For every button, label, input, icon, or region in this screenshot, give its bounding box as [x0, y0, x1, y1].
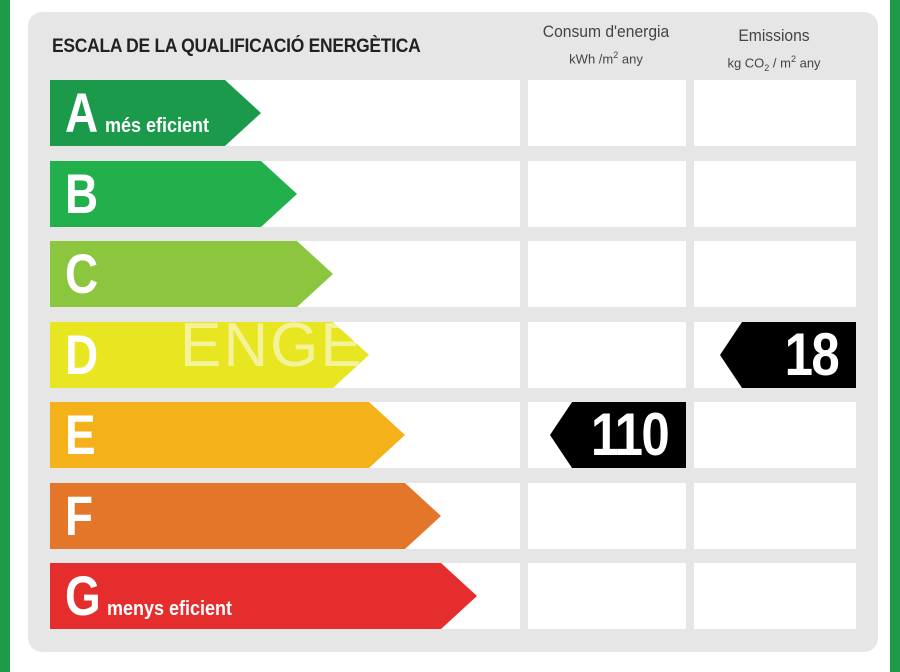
rating-row-c: C — [50, 241, 856, 307]
label-title: ESCALA DE LA QUALIFICACIÓ ENERGÈTICA — [52, 36, 421, 57]
emis-cell — [694, 482, 856, 549]
rating-row-b: B — [50, 160, 856, 227]
rating-letter: B — [65, 161, 99, 225]
rating-arrow-b: B — [50, 160, 297, 227]
energy-cell — [528, 160, 686, 227]
energy-column-title: Consum d'energia — [542, 22, 670, 41]
rating-arrow-f: F — [50, 482, 441, 549]
rating-letter: E — [65, 403, 96, 466]
energy-cell — [528, 241, 686, 307]
rating-caption: menys eficient — [107, 598, 233, 620]
rating-letter: G — [65, 564, 101, 627]
rating-caption: més eficient — [105, 115, 210, 137]
rating-letter: D — [65, 322, 99, 386]
emissions-column-header: Emissions kg CO2 / m2 any — [694, 26, 854, 77]
emis-cell — [694, 563, 856, 629]
energy-cell — [528, 80, 686, 146]
emis-cell — [694, 402, 856, 468]
emis-cell — [694, 241, 856, 307]
emis-cell — [694, 80, 856, 146]
emissions-rating-marker-value: 18 — [784, 320, 840, 388]
emissions-rating-marker: 18 — [720, 320, 856, 388]
rating-row-e: E 110 — [50, 402, 856, 468]
rating-arrow-e: E — [50, 402, 405, 468]
rating-letter: C — [65, 242, 99, 305]
frame-left-border — [0, 0, 10, 672]
rating-row-f: F — [50, 482, 856, 549]
energy-cell — [528, 321, 686, 388]
energy-cell — [528, 563, 686, 629]
rating-row-d: D 18 — [50, 320, 856, 388]
rating-letter: F — [65, 483, 94, 547]
energy-rating-marker: 110 — [550, 402, 686, 468]
emissions-column-title: Emissions — [738, 26, 810, 45]
frame-right-border — [890, 0, 900, 672]
rating-arrow-d: D — [50, 321, 369, 388]
watermark: ENGE — [180, 311, 364, 380]
energy-column-unit: kWh /m2 any — [569, 50, 643, 67]
energy-rating-marker-value: 110 — [590, 401, 670, 468]
emissions-column-unit: kg CO2 / m2 any — [727, 54, 821, 73]
energy-cell — [528, 482, 686, 549]
rating-letter: A — [65, 81, 99, 144]
energy-column-header: Consum d'energia kWh /m2 any — [526, 22, 686, 68]
emis-cell — [694, 160, 856, 227]
rating-arrow-c: C — [50, 241, 333, 307]
